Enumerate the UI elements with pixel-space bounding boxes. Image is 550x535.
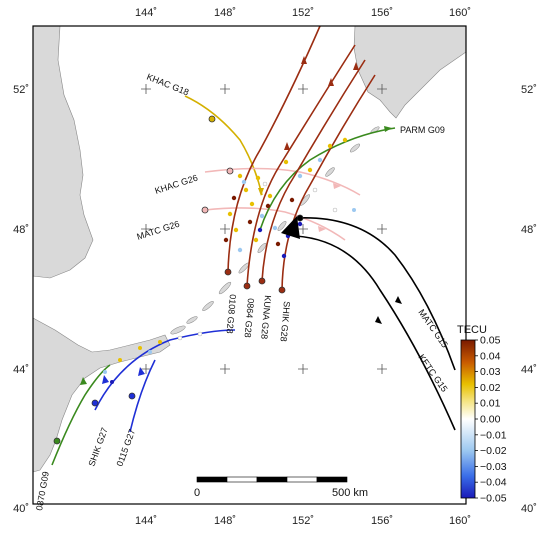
arrow-matc-g15 xyxy=(395,296,402,304)
start-matc-g26 xyxy=(201,206,209,214)
lon-label-148-top: 148˚ xyxy=(214,7,236,19)
track-matc-g26 xyxy=(204,207,346,241)
colorbar-tick-label: −0.02 xyxy=(480,445,507,457)
lon-label-144-bottom: 144˚ xyxy=(135,515,157,527)
lon-label-148-bottom: 148˚ xyxy=(214,515,236,527)
colorbar-title: TECU xyxy=(457,324,487,336)
scale-bar-start-label: 0 xyxy=(194,487,200,499)
label-0108-g28: 0108 G28 xyxy=(225,294,238,334)
start-0115-g27 xyxy=(128,392,136,400)
label-0864-g28: 0864 G28 xyxy=(243,298,256,338)
scale-bar-segment-3 xyxy=(256,476,288,483)
start-0108-g28 xyxy=(224,268,232,276)
arrow-0870-g09 xyxy=(80,377,87,385)
start-kuna-g28 xyxy=(258,277,266,285)
track-kuna-g28 xyxy=(261,59,366,282)
scale-bar-end-label: 500 km xyxy=(332,487,368,499)
lon-labels-bottom: 144˚ 148˚ 152˚ 156˚ 160˚ xyxy=(135,515,471,527)
lon-label-144-top: 144˚ xyxy=(135,7,157,19)
arrow-khac-g18 xyxy=(258,188,264,196)
start-matc-g15 xyxy=(296,214,304,222)
land-masses xyxy=(32,25,467,473)
lon-labels-top: 144˚ 148˚ 152˚ 156˚ 160˚ xyxy=(135,7,471,19)
colorbar-tick-label: −0.03 xyxy=(480,461,507,473)
arrow-parm-g09 xyxy=(384,126,392,132)
tec-perturbation-dots xyxy=(103,137,356,384)
lon-label-152-bottom: 152˚ xyxy=(292,515,314,527)
lat-labels-right: 52˚ 48˚ 44˚ 40˚ xyxy=(521,84,537,515)
epicenter-triangle xyxy=(281,216,300,239)
scale-bar-segment-1 xyxy=(196,476,228,483)
lat-labels-left: 52˚ 48˚ 44˚ 40˚ xyxy=(13,84,29,515)
colorbar-bar xyxy=(460,339,476,499)
lon-label-156-bottom: 156˚ xyxy=(371,515,393,527)
arrow-shik-g27 xyxy=(102,375,109,384)
colorbar-tick-label: 0.03 xyxy=(480,366,501,378)
lat-label-44-left: 44˚ xyxy=(13,364,29,376)
track-0870-g09 xyxy=(51,364,111,466)
lat-label-40-left: 40˚ xyxy=(13,503,29,515)
map-border xyxy=(32,25,467,505)
track-shik-g28 xyxy=(281,74,376,291)
arrow-ketc-g15 xyxy=(375,316,382,324)
lat-label-52-left: 52˚ xyxy=(13,84,29,96)
track-parm-g09 xyxy=(259,127,396,231)
track-0115-g27 xyxy=(129,359,156,433)
grid-crosses xyxy=(141,84,387,374)
track-matc-g15 xyxy=(295,217,456,371)
arrow-0115-g27 xyxy=(138,367,145,376)
kuril-islands xyxy=(170,126,380,335)
track-0108-g28 xyxy=(227,25,321,273)
lat-label-52-right: 52˚ xyxy=(521,84,537,96)
lon-label-152-top: 152˚ xyxy=(292,7,314,19)
arrow-kuna-g28 xyxy=(353,62,359,70)
track-khac-g26 xyxy=(204,167,361,196)
lon-label-156-top: 156˚ xyxy=(371,7,393,19)
start-shik-g27 xyxy=(91,399,99,407)
arrow-matc-g26 xyxy=(318,226,326,232)
colorbar-tick-label: 0.05 xyxy=(480,335,501,347)
scale-bar: 0 500 km xyxy=(194,476,368,499)
lat-label-44-right: 44˚ xyxy=(521,364,537,376)
track-start-markers xyxy=(53,115,304,445)
label-parm-g09: PARM G09 xyxy=(400,125,445,135)
lon-label-160-bottom: 160˚ xyxy=(449,515,471,527)
arrow-shik-g28 xyxy=(284,142,290,150)
scale-bar-segment-4 xyxy=(286,476,318,483)
start-shik-g28 xyxy=(278,286,286,294)
colorbar-tick-label: −0.04 xyxy=(480,477,507,489)
sakhalin-island xyxy=(32,25,94,279)
scale-bar-segment-2 xyxy=(226,476,258,483)
label-shik-g28: SHIK G28 xyxy=(278,301,291,342)
scale-bar-segment-5 xyxy=(316,476,348,483)
colorbar-tick-label: 0.00 xyxy=(480,414,501,426)
start-0864-g28 xyxy=(243,282,251,290)
lat-label-40-right: 40˚ xyxy=(521,503,537,515)
colorbar-tick-label: −0.05 xyxy=(480,493,507,505)
start-0870-g09 xyxy=(53,437,61,445)
start-khac-g18 xyxy=(208,115,216,123)
lat-label-48-right: 48˚ xyxy=(521,224,537,236)
lon-label-160-top: 160˚ xyxy=(449,7,471,19)
arrow-0864-g28 xyxy=(328,78,334,86)
track-0864-g28 xyxy=(246,44,356,287)
colorbar: TECU 0.05 0.04 0.03 0.02 0.01 0.00 −0.01 −0.02 −… xyxy=(457,324,507,505)
lat-label-48-left: 48˚ xyxy=(13,224,29,236)
colorbar-tick-label: −0.01 xyxy=(480,429,507,441)
colorbar-tick-label: 0.02 xyxy=(480,382,501,394)
label-kuna-g28: KUNA G28 xyxy=(259,295,273,340)
arrow-khac-g26 xyxy=(333,183,341,189)
colorbar-ticks: 0.05 0.04 0.03 0.02 0.01 0.00 −0.01 −0.02 −0.03 −… xyxy=(475,335,507,505)
track-shik-g27 xyxy=(94,329,236,411)
track-ketc-g15 xyxy=(295,235,456,431)
arrow-0108-g28 xyxy=(301,56,307,64)
satellite-tracks xyxy=(51,25,456,466)
track-arrows xyxy=(80,56,402,385)
colorbar-tick-label: 0.01 xyxy=(480,398,501,410)
colorbar-tick-label: 0.04 xyxy=(480,350,501,362)
start-khac-g26 xyxy=(226,167,234,175)
